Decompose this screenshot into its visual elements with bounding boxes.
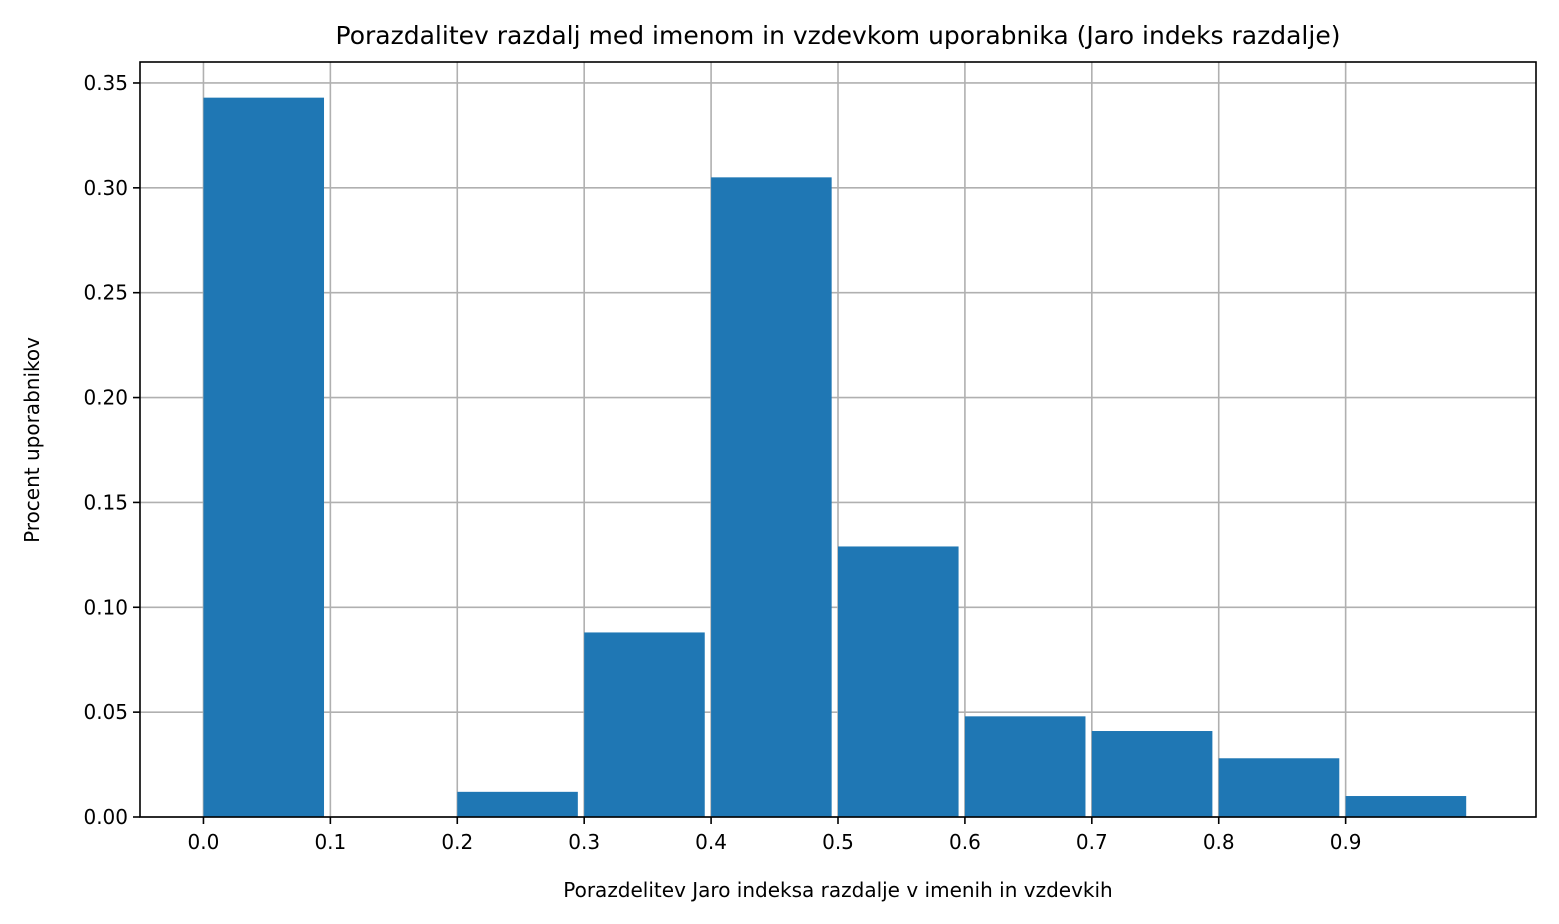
bar-5 (838, 546, 959, 817)
chart-title: Porazdalitev razdalj med imenom in vzdev… (336, 21, 1341, 50)
y-ticks: 0.00 0.05 0.10 0.15 0.20 0.25 0.30 0.35 (83, 71, 140, 829)
x-tick-label-6: 0.6 (949, 830, 981, 854)
x-tick-label-0: 0.0 (188, 830, 220, 854)
y-tick-label-7: 0.35 (83, 71, 128, 95)
y-tick-label-2: 0.10 (83, 595, 128, 619)
bar-4 (711, 177, 832, 817)
x-axis-label: Porazdelitev Jaro indeksa razdalje v ime… (563, 878, 1112, 902)
y-axis-label: Procent uporabnikov (20, 337, 44, 543)
y-tick-label-5: 0.25 (83, 281, 128, 305)
bar-7 (1091, 731, 1213, 817)
bar-3 (584, 632, 705, 817)
x-tick-label-7: 0.7 (1076, 830, 1108, 854)
x-tick-label-3: 0.3 (568, 830, 600, 854)
bar-0 (203, 97, 325, 818)
bars (203, 97, 1467, 818)
bar-6 (964, 716, 1086, 817)
x-tick-label-5: 0.5 (822, 830, 854, 854)
x-tick-label-2: 0.2 (441, 830, 473, 854)
bar-9 (1345, 796, 1467, 817)
x-tick-label-8: 0.8 (1203, 830, 1235, 854)
y-tick-label-3: 0.15 (83, 490, 128, 514)
y-tick-label-6: 0.30 (83, 176, 128, 200)
x-tick-label-4: 0.4 (695, 830, 727, 854)
x-tick-label-9: 0.9 (1330, 830, 1362, 854)
x-tick-label-1: 0.1 (314, 830, 346, 854)
y-tick-label-4: 0.20 (83, 386, 128, 410)
x-ticks: 0.0 0.1 0.2 0.3 0.4 0.5 0.6 0.7 0.8 0.9 (188, 817, 1362, 854)
bar-8 (1218, 758, 1340, 817)
y-tick-label-1: 0.05 (83, 700, 128, 724)
bar-2 (457, 791, 578, 817)
y-tick-label-0: 0.00 (83, 805, 128, 829)
